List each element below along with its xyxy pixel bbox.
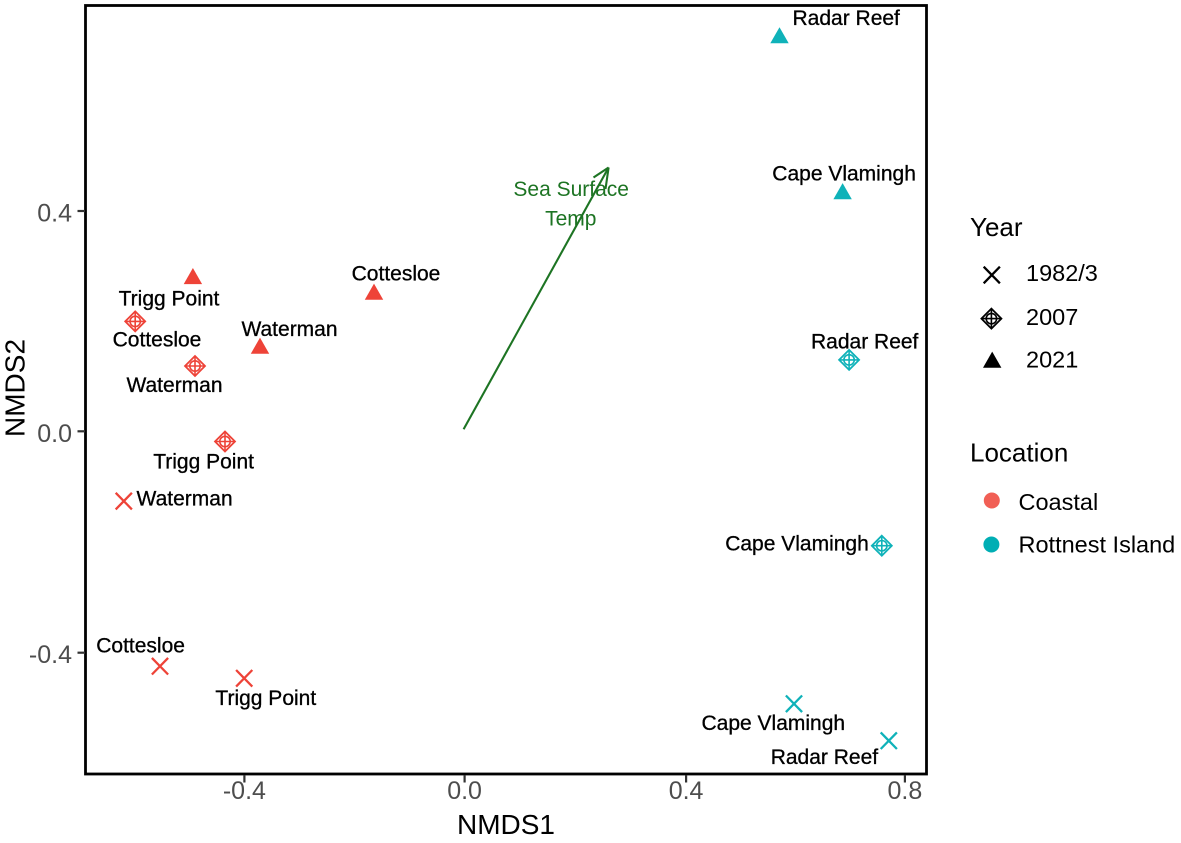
svg-text:Rottnest Island: Rottnest Island	[1019, 532, 1176, 558]
svg-text:Location: Location	[970, 437, 1068, 467]
svg-text:Cape Vlamingh: Cape Vlamingh	[725, 532, 869, 555]
svg-text:Radar Reef: Radar Reef	[793, 7, 901, 30]
svg-text:Radar Reef: Radar Reef	[771, 746, 879, 769]
svg-text:-0.4: -0.4	[29, 641, 72, 669]
svg-text:2007: 2007	[1026, 304, 1078, 330]
svg-text:Year: Year	[970, 212, 1023, 242]
svg-text:1982/3: 1982/3	[1026, 260, 1098, 286]
svg-text:Waterman: Waterman	[126, 374, 222, 397]
svg-text:Waterman: Waterman	[241, 318, 337, 341]
svg-text:Sea Surface: Sea Surface	[513, 178, 629, 201]
svg-text:NMDS2: NMDS2	[0, 339, 31, 437]
svg-text:0.0: 0.0	[37, 420, 72, 448]
svg-text:Cape Vlamingh: Cape Vlamingh	[772, 163, 916, 186]
svg-text:Trigg Point: Trigg Point	[153, 450, 254, 473]
svg-text:0.4: 0.4	[669, 777, 704, 805]
svg-text:Cape Vlamingh: Cape Vlamingh	[702, 712, 846, 735]
svg-text:NMDS1: NMDS1	[457, 809, 555, 838]
svg-text:Cottesloe: Cottesloe	[113, 328, 202, 351]
svg-text:Trigg Point: Trigg Point	[215, 687, 316, 710]
svg-text:Waterman: Waterman	[137, 487, 233, 510]
svg-text:0.4: 0.4	[37, 200, 72, 228]
svg-text:0.0: 0.0	[447, 777, 482, 805]
svg-text:2021: 2021	[1026, 346, 1078, 372]
svg-text:Radar Reef: Radar Reef	[811, 331, 919, 354]
svg-text:Coastal: Coastal	[1019, 489, 1099, 515]
svg-text:-0.4: -0.4	[223, 777, 266, 805]
svg-text:0.8: 0.8	[888, 777, 923, 805]
svg-text:Trigg Point: Trigg Point	[119, 287, 220, 310]
svg-text:Cottesloe: Cottesloe	[352, 263, 441, 286]
svg-text:Temp: Temp	[545, 207, 596, 230]
svg-text:Cottesloe: Cottesloe	[96, 634, 185, 657]
